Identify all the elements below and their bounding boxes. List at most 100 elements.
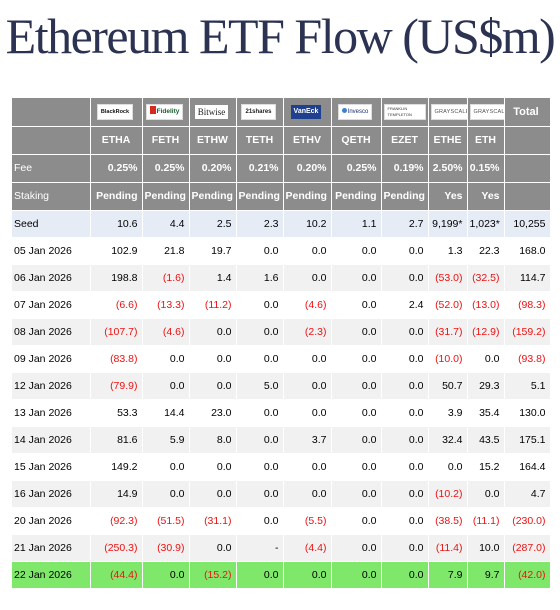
row-total: (98.3) [504,291,551,319]
flow-value: 50.7 [428,372,468,400]
fee-cell: 0.20% [283,154,332,183]
issuer-logo-cell: 21shares [236,98,284,127]
flow-value: 198.8 [90,264,143,292]
flow-value: (10.2) [428,480,468,508]
issuer-logo-cell: BlackRock [90,98,143,127]
flow-value: (31.1) [189,507,237,535]
flow-value: (83.8) [90,345,143,373]
row-date: Seed [12,210,91,238]
invesco-logo: Invesco [337,103,373,120]
flow-value: 0.0 [331,453,382,481]
flow-value: (250.3) [90,534,143,562]
ticker-cell: FETH [142,126,190,155]
row-total: 130.0 [504,399,551,427]
flow-value: (2.3) [283,318,332,346]
flow-value: (4.6) [142,318,190,346]
row-date: 21 Jan 2026 [12,534,91,562]
flow-value: 0.0 [381,480,429,508]
flow-value: 0.0 [189,318,237,346]
issuer-logo-cell: FRANKLIN TEMPLETON [381,98,429,127]
flow-value: 0.0 [142,453,190,481]
ticker-cell: ETHW [189,126,237,155]
flow-value: (32.5) [467,264,505,292]
staking-cell: Yes [428,182,468,211]
flow-value: 0.0 [381,237,429,265]
flow-value: 2.7 [381,210,429,238]
flow-row: 14 Jan 2026 81.6 5.9 8.0 0.0 3.7 0.0 0.0 32.4 43.… [12,426,551,454]
flow-value: 0.0 [283,561,332,589]
flow-value: 0.0 [331,291,382,319]
flow-value: 0.0 [189,534,237,562]
row-date: 20 Jan 2026 [12,507,91,535]
flow-value: 0.0 [142,372,190,400]
flow-row: 20 Jan 2026 (92.3) (51.5) (31.1) 0.0 (5.5) 0.0… [12,507,551,535]
flow-value: 0.0 [331,318,382,346]
fee-cell: 0.25% [142,154,190,183]
flow-value: 0.0 [331,345,382,373]
flow-value: 0.0 [236,318,284,346]
flow-value: 22.3 [467,237,505,265]
flow-value: 2.3 [236,210,284,238]
ticker-row: ETHA FETH ETHW TETH ETHV QETH EZET ETHE ETH [12,126,551,155]
issuer-logo-row: BlackRock Fidelity Bitwise 21shares VanEck In… [12,98,551,127]
flow-value: 35.4 [467,399,505,427]
flow-value: (6.6) [90,291,143,319]
flow-value: 1.4 [189,264,237,292]
ticker-cell: TETH [236,126,284,155]
ticker-total-cell [504,126,551,155]
flow-row: 06 Jan 2026 198.8 (1.6) 1.4 1.6 0.0 0.0 0.0 (53.… [12,264,551,292]
flow-value: (12.9) [467,318,505,346]
flow-value: 0.0 [283,399,332,427]
row-date: 08 Jan 2026 [12,318,91,346]
flow-value: (1.6) [142,264,190,292]
flow-value: 0.0 [331,399,382,427]
row-date: 16 Jan 2026 [12,480,91,508]
flow-value: 0.0 [381,561,429,589]
row-date: 07 Jan 2026 [12,291,91,319]
flow-value: 0.0 [381,507,429,535]
flow-value: (5.5) [283,507,332,535]
flow-value: 4.4 [142,210,190,238]
issuer-logo-cell: Invesco [331,98,382,127]
fee-cell: 0.25% [331,154,382,183]
staking-label: Staking [12,182,91,211]
flow-value: (107.7) [90,318,143,346]
flow-value: 0.0 [236,480,284,508]
row-total: (42.0) [504,561,551,589]
flow-value: (11.2) [189,291,237,319]
flow-value: 23.0 [189,399,237,427]
flow-value: 0.0 [236,291,284,319]
ticker-cell: ETHE [428,126,468,155]
flow-value: 0.0 [381,399,429,427]
flow-value: 10.2 [283,210,332,238]
flow-value: 0.0 [467,345,505,373]
row-total: (93.8) [504,345,551,373]
flow-value: 32.4 [428,426,468,454]
flow-row: 16 Jan 2026 14.9 0.0 0.0 0.0 0.0 0.0 0.0 (10.2) 0… [12,480,551,508]
staking-cell: Pending [331,182,382,211]
flow-value: 2.5 [189,210,237,238]
flow-value: 10.6 [90,210,143,238]
flow-value: 0.0 [381,345,429,373]
flow-value: (44.4) [90,561,143,589]
ticker-cell: ETHA [90,126,143,155]
flow-value: (4.4) [283,534,332,562]
flow-row: 12 Jan 2026 (79.9) 0.0 0.0 5.0 0.0 0.0 0.0 50.7 2… [12,372,551,400]
flow-value: (31.7) [428,318,468,346]
flow-value: 0.0 [189,372,237,400]
flow-value: 0.0 [142,561,190,589]
flow-row: 21 Jan 2026 (250.3) (30.9) 0.0- (4.4) 0.0 0.0(… [12,534,551,562]
flow-value: 0.0 [331,480,382,508]
total-header: Total [504,98,551,127]
flow-value: 53.3 [90,399,143,427]
ticker-label-cell [12,126,91,155]
flow-value: 2.4 [381,291,429,319]
row-total: 10,255 [504,210,551,238]
flow-value: 9.7 [467,561,505,589]
row-total: 164.4 [504,453,551,481]
ticker-cell: QETH [331,126,382,155]
row-total: (159.2) [504,318,551,346]
flow-value: (10.0) [428,345,468,373]
staking-cell: Pending [189,182,237,211]
flow-value: 43.5 [467,426,505,454]
